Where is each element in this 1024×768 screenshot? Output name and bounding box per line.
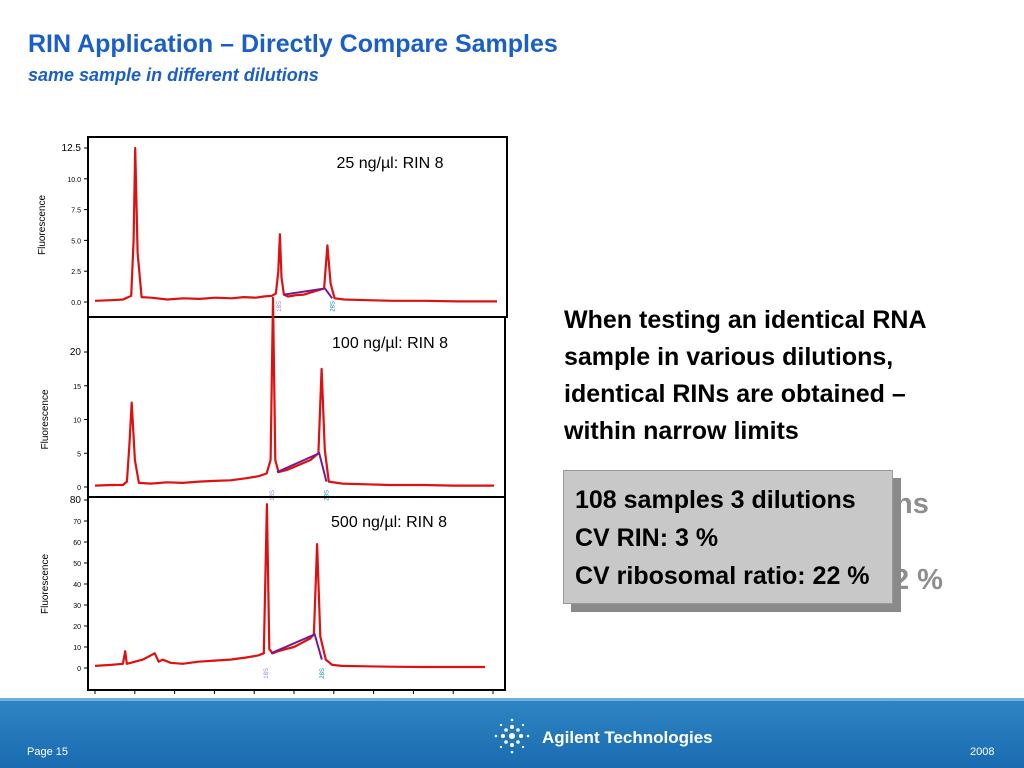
stats-ghost-text-2: 2 %: [893, 564, 943, 596]
peak-label-18s: 18S: [277, 301, 283, 312]
trace-line-3: [94, 503, 485, 669]
chart-title: 25 ng/µl: RIN 8: [336, 155, 443, 172]
peak-label-18s: 18S: [270, 490, 276, 501]
trace-line-2: [94, 296, 494, 487]
y-tick-label: 7.5: [71, 208, 81, 215]
ribosomal-fit-line-2: [276, 451, 328, 482]
y-tick-label: 10: [73, 418, 81, 425]
body-text: When testing an identical RNA sample in …: [564, 306, 926, 445]
y-tick-label: 12.5: [62, 143, 82, 154]
stats-line-samples: 108 samples 3 dilutions: [575, 486, 856, 514]
y-tick-label: 5.0: [71, 238, 81, 245]
y-axis-label: Fluorescence: [40, 389, 51, 449]
trace-line-1: [94, 146, 497, 303]
y-tick-label: 10: [73, 645, 81, 652]
electropherogram-charts: 0.0 2.5 5.0 7.5 10.0 12.5 Fluorescence 25 ng/µl…: [37, 130, 512, 705]
y-tick-label: 20: [73, 624, 81, 631]
y-tick-label: 30: [73, 603, 81, 610]
chart-area-background: [52, 130, 512, 700]
y-tick-label: 0.0: [71, 300, 81, 307]
y-tick-label: 2.5: [71, 269, 81, 276]
stats-line-cv-rin: CV RIN: 3 %: [575, 524, 719, 552]
y-tick-label: 0: [77, 666, 81, 673]
agilent-spark-icon: [494, 718, 530, 754]
y-tick-label: 20: [70, 347, 82, 358]
y-axis-label: Fluorescence: [40, 554, 51, 614]
stats-line-cv-ratio: CV ribosomal ratio: 22 %: [575, 562, 870, 590]
chart-frame-3: [87, 496, 506, 691]
chart-title: 100 ng/µl: RIN 8: [332, 335, 448, 352]
stats-box: [563, 470, 893, 604]
ribosomal-fit-line-3: [270, 633, 323, 660]
y-tick-label: 10.0: [67, 177, 81, 184]
page-title: RIN Application – Directly Compare Sampl…: [28, 30, 558, 58]
y-tick-label: 70: [73, 519, 81, 526]
company-logo-text: Agilent Technologies: [542, 728, 713, 747]
y-tick-label: 5: [77, 451, 81, 458]
footer-divider: [0, 698, 1024, 701]
footer-year: 2008: [970, 746, 995, 758]
y-axis-label: Fluorescence: [37, 195, 48, 255]
y-tick-label: 15: [73, 384, 81, 391]
peak-label-18s: 18S: [264, 668, 270, 679]
ribosomal-fit-line-1: [283, 287, 333, 299]
y-tick-label: 80: [70, 495, 82, 506]
chart-title: 500 ng/µl: RIN 8: [331, 514, 447, 531]
peak-label-28s: 28S: [320, 668, 326, 679]
peak-label-28s: 28S: [330, 301, 336, 312]
y-tick-label: 0: [77, 485, 81, 492]
y-tick-label: 60: [73, 540, 81, 547]
page-subtitle: same sample in different dilutions: [28, 65, 319, 85]
peak-label-28s: 28S: [325, 490, 331, 501]
y-tick-label: 50: [73, 561, 81, 568]
y-tick-label: 40: [73, 582, 81, 589]
page-number: Page 15: [27, 746, 68, 758]
